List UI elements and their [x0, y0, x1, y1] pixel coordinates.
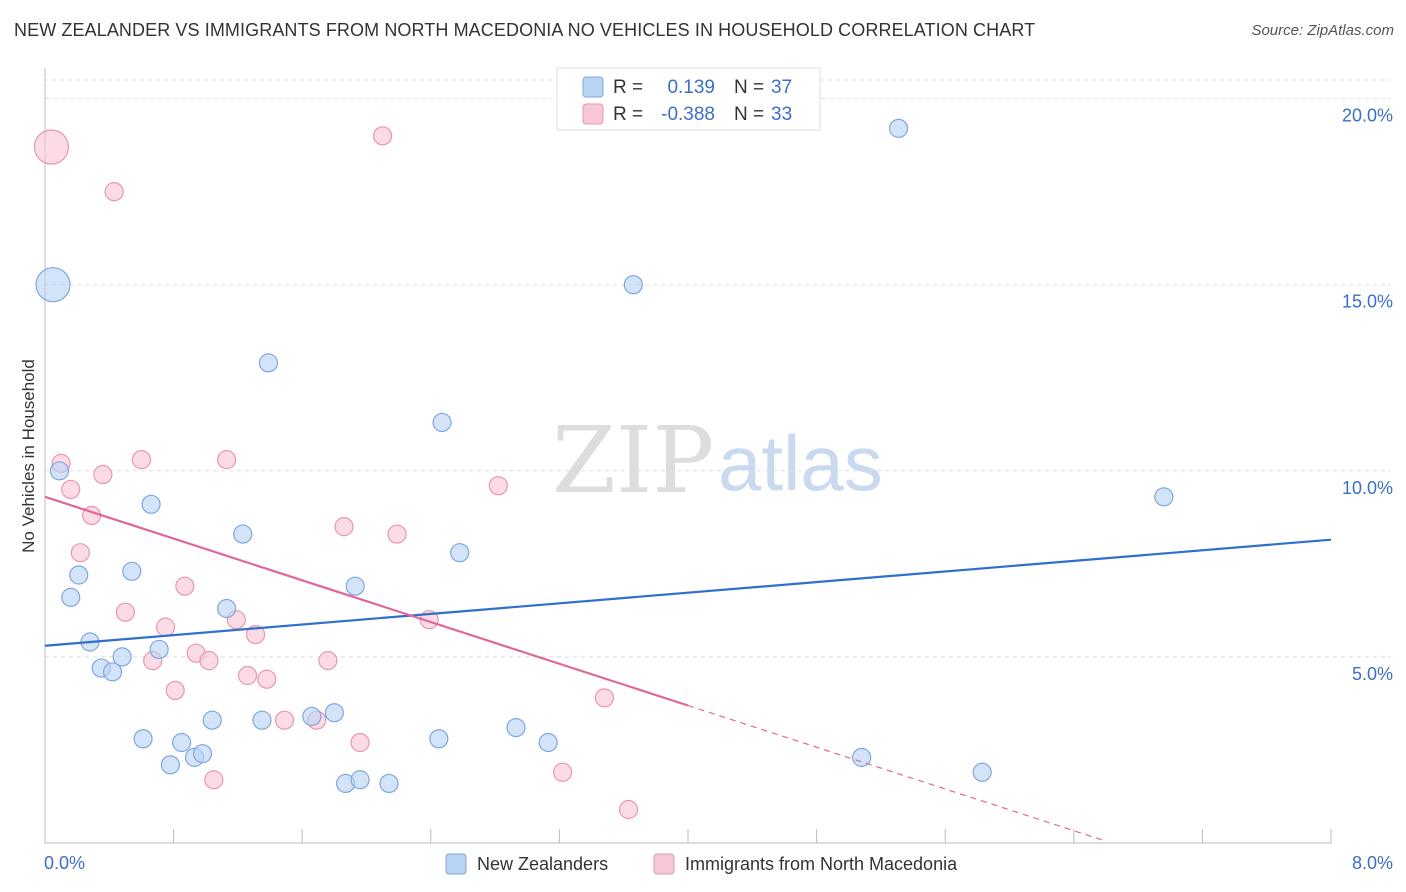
bottom-legend-swatch-blue — [445, 853, 467, 875]
north-macedonia-point-29 — [488, 476, 508, 496]
new-zealanders-point-21 — [302, 706, 322, 727]
legend-n-value-1: 37 — [771, 77, 792, 98]
north-macedonia-point-0 — [33, 129, 70, 165]
new-zealanders-point-28 — [432, 412, 452, 433]
new-zealanders-point-16 — [202, 710, 222, 730]
bottom-legend-label-north-macedonia: Immigrants from North Macedonia — [685, 854, 958, 874]
north-macedonia-point-25 — [350, 732, 370, 753]
new-zealanders-point-30 — [506, 718, 526, 738]
north-macedonia-point-20 — [257, 669, 277, 689]
north-macedonia-point-30 — [553, 762, 573, 782]
y-tick-label-15: 15.0% — [1342, 292, 1393, 312]
north-macedonia-point-12 — [175, 576, 195, 596]
north-macedonia-point-27 — [387, 524, 407, 544]
new-zealanders-point-13 — [172, 732, 192, 753]
source-label: Source: ZipAtlas.com — [1251, 22, 1394, 39]
north-macedonia-point-10 — [155, 617, 176, 637]
trend-line-new-zealanders — [44, 538, 1332, 647]
north-macedonia-point-23 — [318, 651, 338, 671]
north-macedonia-point-6 — [104, 182, 124, 202]
legend-n-label-2: N = — [734, 104, 764, 125]
new-zealanders-point-6 — [102, 662, 123, 682]
new-zealanders-point-10 — [141, 494, 161, 514]
new-zealanders-point-18 — [233, 524, 253, 544]
new-zealanders-point-19 — [252, 710, 272, 730]
series-new-zealanders-points — [35, 118, 1174, 794]
new-zealanders-point-33 — [852, 747, 872, 767]
new-zealanders-point-1 — [49, 461, 70, 481]
new-zealanders-point-27 — [429, 729, 449, 749]
new-zealanders-point-26 — [379, 773, 399, 794]
north-macedonia-point-3 — [70, 543, 90, 563]
trend-lines — [44, 495, 1332, 842]
legend-n-label-1: N = — [734, 77, 764, 98]
legend-r-value-1: 0.139 — [667, 77, 715, 98]
y-tick-label-20: 20.0% — [1342, 106, 1393, 126]
axes — [44, 68, 1332, 844]
new-zealanders-point-31 — [538, 732, 558, 753]
bottom-legend-label-new-zealanders: New Zealanders — [477, 854, 608, 874]
new-zealanders-point-20 — [258, 353, 279, 373]
north-macedonia-point-14 — [199, 651, 219, 671]
chart-title: NEW ZEALANDER VS IMMIGRANTS FROM NORTH M… — [14, 20, 1036, 40]
y-tick-label-5: 5.0% — [1352, 664, 1393, 684]
north-macedonia-point-31 — [594, 688, 615, 708]
new-zealanders-point-32 — [623, 275, 643, 295]
new-zealanders-point-24 — [345, 576, 365, 596]
legend-swatch-pink — [582, 103, 604, 125]
legend-swatch-blue — [582, 76, 604, 98]
new-zealanders-point-25 — [350, 770, 370, 790]
trend-line-north-macedonia — [44, 495, 689, 707]
new-zealanders-point-15 — [192, 744, 213, 764]
new-zealanders-point-35 — [972, 762, 992, 782]
new-zealanders-point-0 — [35, 267, 71, 303]
north-macedonia-point-7 — [115, 602, 135, 622]
legend-r-value-2: -0.388 — [661, 104, 715, 125]
north-macedonia-point-19 — [245, 624, 266, 645]
trend-line-north-macedonia-extension — [687, 704, 1107, 842]
x-tick-label-min: 0.0% — [44, 853, 85, 873]
new-zealanders-point-3 — [69, 565, 89, 585]
north-macedonia-point-21 — [274, 710, 295, 730]
new-zealanders-point-17 — [217, 598, 237, 619]
new-zealanders-point-7 — [112, 647, 132, 667]
north-macedonia-point-15 — [204, 770, 224, 790]
bottom-legend-swatch-pink — [653, 853, 675, 875]
x-tick-label-max: 8.0% — [1352, 853, 1393, 873]
legend-r-label-1: R = — [613, 77, 643, 98]
new-zealanders-point-29 — [450, 543, 470, 563]
bottom-legend: New Zealanders Immigrants from North Mac… — [445, 853, 958, 875]
gridlines — [45, 79, 1391, 658]
north-macedonia-point-5 — [93, 464, 113, 485]
north-macedonia-point-8 — [131, 450, 152, 470]
north-macedonia-point-32 — [618, 799, 639, 820]
watermark-atlas: atlas — [718, 419, 883, 507]
north-macedonia-point-24 — [334, 517, 354, 537]
north-macedonia-point-16 — [217, 450, 237, 470]
new-zealanders-point-22 — [324, 703, 344, 723]
north-macedonia-point-11 — [165, 680, 185, 701]
new-zealanders-point-36 — [1154, 487, 1174, 507]
y-tick-labels: 5.0% 10.0% 15.0% 20.0% — [1342, 106, 1393, 684]
new-zealanders-point-2 — [61, 587, 81, 607]
new-zealanders-point-9 — [133, 729, 153, 749]
watermark-zip: ZIP — [552, 407, 714, 514]
legend-n-value-2: 33 — [771, 104, 792, 125]
new-zealanders-point-34 — [888, 118, 909, 138]
new-zealanders-point-12 — [160, 755, 180, 775]
top-legend: R = 0.139 N = 37 R = -0.388 N = 33 — [556, 67, 821, 131]
legend-r-label-2: R = — [613, 104, 643, 125]
y-tick-label-10: 10.0% — [1342, 478, 1393, 498]
north-macedonia-point-26 — [372, 126, 393, 146]
north-macedonia-point-2 — [61, 479, 81, 500]
new-zealanders-point-8 — [122, 561, 142, 581]
y-axis-label: No Vehicles in Household — [19, 359, 38, 553]
north-macedonia-point-18 — [237, 665, 258, 686]
new-zealanders-point-11 — [149, 639, 169, 660]
